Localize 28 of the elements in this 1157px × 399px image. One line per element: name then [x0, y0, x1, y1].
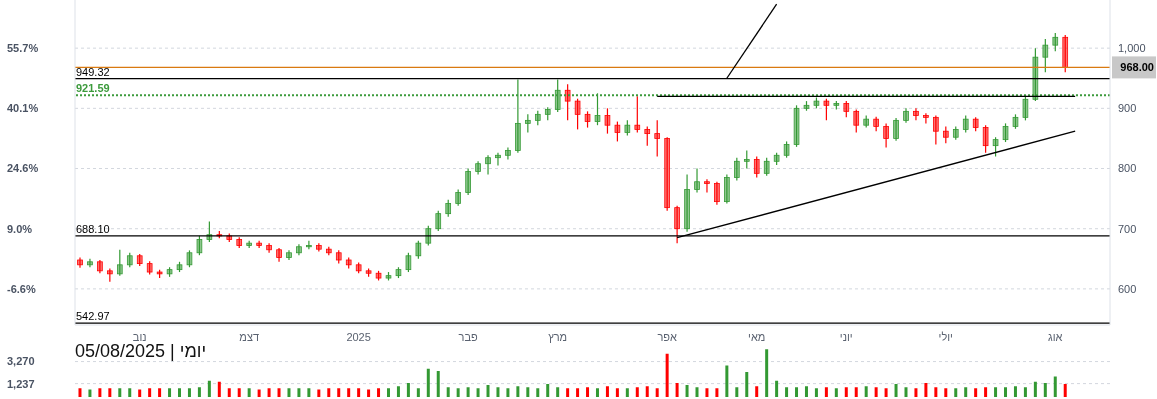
y-tick-label: 3,270 [7, 355, 35, 368]
ref-line-label: 921.59 [76, 82, 110, 95]
y2-tick-label: 24.6% [7, 162, 39, 175]
y-tick-label: 700 [1118, 222, 1137, 235]
x-tick-label: יוני [839, 330, 853, 343]
x-tick-label: מאי [748, 330, 766, 343]
x-tick-label: אוג [1048, 330, 1063, 343]
x-tick-label: אפר [657, 330, 677, 343]
x-tick-label: יולי [938, 330, 953, 343]
x-tick-label: נוב [132, 330, 147, 343]
x-tick-label: דצמ [239, 330, 259, 343]
x-tick-label: מרץ [548, 330, 568, 343]
ref-line-label: 688.10 [76, 222, 110, 235]
y2-tick-label: 9.0% [7, 222, 33, 235]
y-tick-label: 900 [1118, 102, 1137, 115]
y-tick-label: 1,000 [1118, 42, 1146, 55]
x-tick-label: 2025 [346, 330, 371, 343]
y-tick-label: 1,237 [7, 377, 35, 390]
annotation: יומי | 05/08/2025 [75, 341, 207, 362]
y2-tick-label: -6.6% [7, 282, 36, 295]
y-tick-label: 800 [1118, 162, 1137, 175]
ref-line-label: 968.00 [1120, 61, 1154, 74]
y2-tick-label: 40.1% [7, 102, 39, 115]
ref-line-label: 542.97 [76, 310, 110, 323]
x-tick-label: פבר [458, 330, 478, 343]
y2-tick-label: 55.7% [7, 42, 39, 55]
ref-line-label: 949.32 [76, 65, 110, 78]
y-tick-label: 600 [1118, 282, 1137, 295]
